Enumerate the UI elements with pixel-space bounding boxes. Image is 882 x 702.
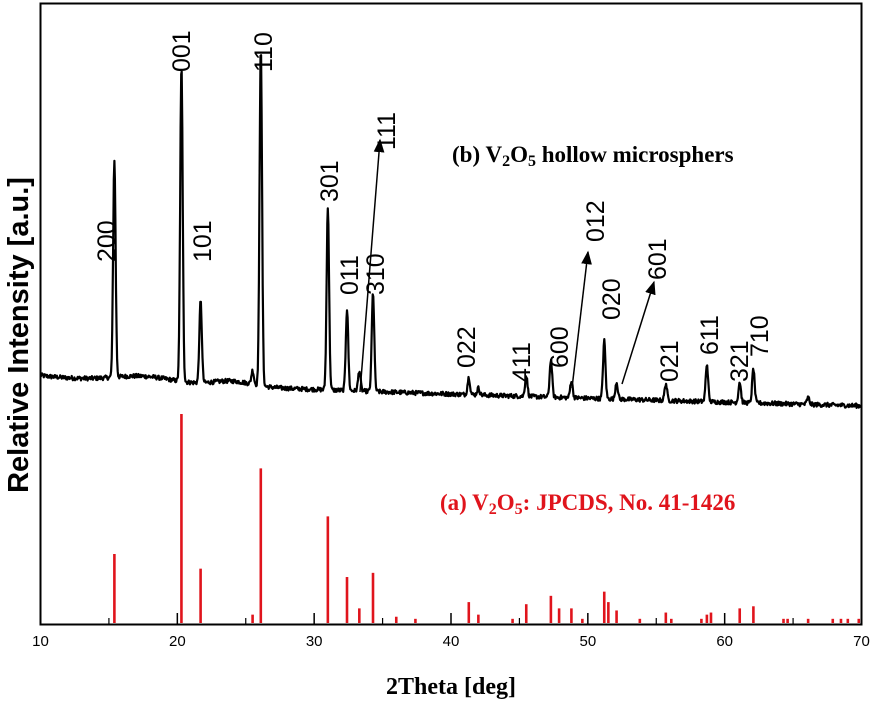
peak-label-321: 321 [726,340,754,382]
peak-label-111: 111 [373,112,401,150]
x-axis-title: 2Theta [deg] [386,674,516,700]
x-tick-label: 30 [306,633,323,650]
measured-series [39,54,863,409]
peak-arrow-111 [359,138,385,393]
peak-label-022: 022 [453,326,481,368]
series-label-part: hollow microsphers [536,142,734,167]
peak-arrow-012 [571,250,592,389]
series-label-measured: (b) V2O5 hollow microsphers [452,142,734,170]
x-tick-label: 60 [716,633,733,650]
x-tick-label: 70 [853,633,870,650]
plot-frame [39,2,863,626]
series-label-part: 2 [489,501,497,518]
peak-label-611: 611 [696,315,724,355]
series-label-part: : JPCDS, No. 41-1426 [523,490,736,515]
peak-label-411: 411 [508,342,536,382]
peak-label-110: 110 [250,32,278,72]
series-label-part: 5 [515,501,523,518]
series-label-part: 5 [528,153,536,170]
series-label-part: (a) V [440,490,489,515]
peak-label-710: 710 [746,315,774,357]
peak-label-020: 020 [598,278,626,320]
x-tick-label: 10 [32,633,49,650]
peak-label-310: 310 [362,253,390,295]
y-axis-title: Relative Intensity [a.u.] [3,177,35,493]
series-label-part: 2 [502,153,510,170]
peak-label-011: 011 [336,255,364,295]
plot-area [39,54,863,623]
series-labels: (b) V2O5 hollow microsphers(a) V2O5: JPC… [440,142,735,518]
peak-label-301: 301 [316,160,344,202]
peak-label-601: 601 [644,238,672,280]
x-axis: 10 20 30 40 50 60 70 [32,613,870,650]
peak-labels: 200 001 101 110 301 011 111 310 022 411 600 012 020 6… [93,30,774,393]
peak-label-021: 021 [656,340,684,382]
reference-series [113,414,861,623]
peak-label-001: 001 [168,30,196,72]
series-label-part: O [497,490,515,515]
peak-arrow-601 [621,280,656,385]
series-label-part: (b) V [452,142,502,167]
x-tick-label: 40 [443,633,460,650]
series-label-part: O [510,142,528,167]
peak-label-200: 200 [93,220,121,262]
x-tick-label: 50 [579,633,596,650]
peak-label-012: 012 [582,200,610,242]
x-tick-label: 20 [169,633,186,650]
peak-label-600: 600 [546,326,574,368]
peak-label-101: 101 [189,220,217,262]
series-label-reference: (a) V2O5: JPCDS, No. 41-1426 [440,490,735,518]
